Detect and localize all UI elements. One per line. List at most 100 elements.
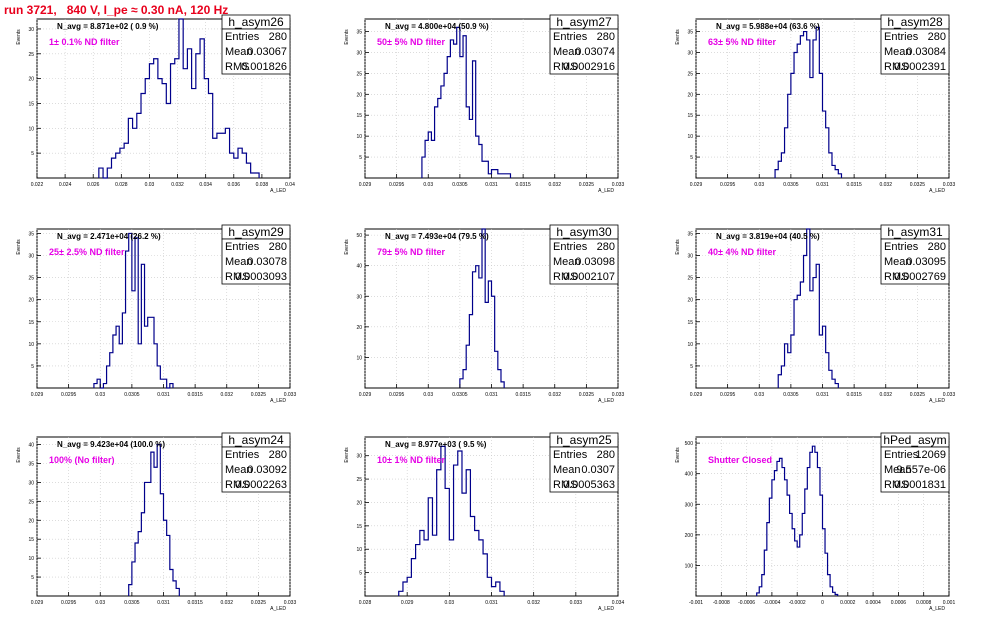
stats-key: Entries [553, 31, 588, 43]
x-tick-label: 0.028 [359, 600, 372, 606]
y-axis-label: Events [16, 29, 22, 45]
stats-value: 280 [597, 449, 615, 461]
x-tick-label: 0.0295 [389, 182, 405, 188]
stats-key: RMS [884, 61, 908, 73]
n-avg-label: N_avg = 8.977e+03 ( 9.5 %) [385, 440, 487, 449]
x-tick-label: 0.03 [95, 600, 105, 606]
filter-label: 100% (No filter) [49, 455, 115, 465]
stats-value: 0.03078 [247, 256, 287, 268]
n-avg-label: N_avg = 3.819e+04 (40.5 %) [716, 232, 820, 241]
x-tick-label: 0.0295 [61, 600, 77, 606]
histogram-line [777, 228, 839, 388]
y-tick-label: 5 [690, 155, 693, 161]
y-tick-label: 35 [687, 30, 693, 36]
x-axis-label: A_LED [598, 606, 614, 612]
histogram-line [756, 445, 839, 596]
y-tick-label: 30 [356, 294, 362, 300]
y-tick-label: 15 [356, 113, 362, 119]
x-axis-label: A_LED [929, 188, 945, 194]
stats-key: Mean [884, 256, 912, 268]
stats-key: RMS [225, 479, 249, 491]
x-tick-label: 0.0305 [783, 392, 799, 398]
histogram-panel-h_asym26: 0.022 0.024 0.026 0.028 0.03 0.032 0.034 0.036 0… [16, 14, 295, 194]
stats-value: 280 [269, 31, 287, 43]
x-tick-label: 0.032 [548, 182, 561, 188]
y-tick-label: 35 [687, 231, 693, 237]
y-tick-label: 20 [28, 298, 34, 304]
stats-value: 280 [269, 241, 287, 253]
histogram-panel-h_asym24: 0.029 0.0295 0.03 0.0305 0.031 0.0315 0.032 0.0… [16, 432, 297, 612]
y-tick-label: 20 [356, 92, 362, 98]
stats-value: 12069 [915, 449, 946, 461]
y-axis-label: Events [675, 447, 681, 463]
histogram-line [774, 26, 843, 178]
x-tick-label: 0.034 [612, 600, 625, 606]
y-tick-label: 15 [687, 113, 693, 119]
x-tick-label: -0.0006 [738, 600, 755, 606]
x-tick-label: 0.03 [423, 182, 433, 188]
filter-label: 63± 5% ND filter [708, 37, 776, 47]
x-axis-label: A_LED [270, 606, 286, 612]
x-tick-label: 0.0325 [910, 392, 926, 398]
x-tick-label: 0.0295 [720, 182, 736, 188]
x-tick-label: 0.0004 [865, 600, 881, 606]
x-tick-label: 0.031 [485, 600, 498, 606]
stats-value: 0.03067 [247, 46, 287, 58]
stats-box [880, 28, 950, 75]
y-tick-label: 5 [359, 571, 362, 577]
histogram-panel-h_asym27: 0.029 0.0295 0.03 0.0305 0.031 0.0315 0.032 0.0… [344, 14, 624, 194]
x-tick-label: 0.033 [284, 600, 297, 606]
stats-title: hPed_asym [883, 433, 946, 447]
stats-value: 0.03084 [906, 46, 946, 58]
x-tick-label: 0.0295 [389, 392, 405, 398]
y-tick-label: 30 [356, 50, 362, 56]
filter-label: Shutter Closed [708, 455, 772, 465]
y-tick-label: 25 [28, 499, 34, 505]
x-tick-label: 0.0315 [187, 600, 203, 606]
x-tick-label: 0.031 [816, 392, 829, 398]
y-tick-label: 15 [687, 320, 693, 326]
x-tick-label: 0.031 [816, 182, 829, 188]
y-tick-label: 30 [28, 480, 34, 486]
x-tick-label: 0.032 [879, 392, 892, 398]
x-tick-label: -0.0002 [789, 600, 806, 606]
y-tick-label: 400 [685, 472, 694, 478]
stats-value: 280 [597, 241, 615, 253]
y-tick-label: 30 [28, 254, 34, 260]
run-title: run 3721, 840 V, I_pe ≈ 0.30 nA, 120 Hz [4, 3, 229, 17]
n-avg-label: N_avg = 9.423e+04 (100.0 %) [57, 440, 165, 449]
stats-key: Entries [225, 241, 260, 253]
x-tick-label: 0.032 [527, 600, 540, 606]
x-tick-label: 0.0325 [910, 182, 926, 188]
x-tick-label: 0.032 [220, 600, 233, 606]
histogram-panel-h_asym25: 0.028 0.029 0.03 0.031 0.032 0.033 0.034 5 10 15 2… [344, 432, 625, 612]
stats-value: 0.0005363 [563, 479, 615, 491]
stats-key: Mean [553, 46, 581, 58]
stats-value: 0.0002107 [563, 271, 615, 283]
x-axis-label: A_LED [270, 188, 286, 194]
histogram-panel-h_asym30: 0.029 0.0295 0.03 0.0305 0.031 0.0315 0.032 0.0… [344, 224, 624, 404]
x-axis-label: A_LED [270, 398, 286, 404]
x-tick-label: 0.0008 [916, 600, 932, 606]
x-tick-label: 0.029 [31, 392, 44, 398]
x-tick-label: 0.033 [284, 392, 297, 398]
filter-label: 25± 2.5% ND filter [49, 247, 125, 257]
y-tick-label: 300 [685, 502, 694, 508]
histogram-panel-h_asym29: 0.029 0.0295 0.03 0.0305 0.031 0.0315 0.032 0.0… [16, 224, 297, 404]
x-tick-label: 0.0325 [579, 182, 595, 188]
y-axis-label: Events [675, 29, 681, 45]
y-axis-label: Events [344, 239, 350, 255]
stats-value: 0.0002769 [894, 271, 946, 283]
stats-value: 0.0002391 [894, 61, 946, 73]
y-tick-label: 5 [31, 575, 34, 581]
y-tick-label: 10 [687, 134, 693, 140]
x-tick-label: 0.0305 [124, 600, 140, 606]
x-tick-label: 0.026 [87, 182, 100, 188]
stats-title: h_asym30 [556, 225, 612, 239]
filter-label: 50± 5% ND filter [377, 37, 445, 47]
y-tick-label: 30 [356, 454, 362, 460]
x-tick-label: 0.0315 [846, 182, 862, 188]
y-axis-label: Events [16, 447, 22, 463]
y-tick-label: 5 [690, 364, 693, 370]
